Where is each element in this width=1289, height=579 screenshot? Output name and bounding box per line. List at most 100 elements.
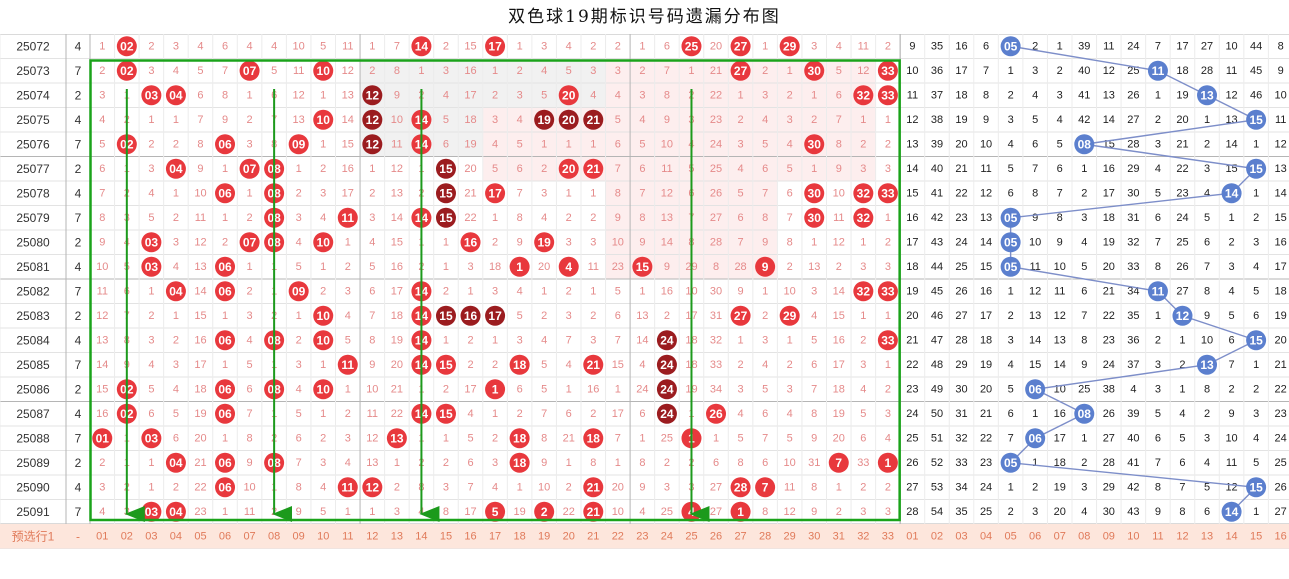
blue-miss-value: 38 <box>931 114 943 126</box>
blue-ball <box>1000 36 1021 57</box>
red-miss-value: 1 <box>787 65 793 77</box>
blue-miss-value: 2 <box>1155 114 1161 126</box>
blue-miss-value: 2 <box>1032 481 1038 493</box>
red-miss-value: 8 <box>517 212 523 224</box>
blue-ball <box>1246 477 1267 498</box>
blue-miss-value: 12 <box>1225 89 1237 101</box>
red-miss-value: 8 <box>664 89 670 101</box>
red-miss-value: 9 <box>811 432 817 444</box>
red-ball <box>583 109 604 130</box>
flag-value: 2 <box>75 235 82 249</box>
red-ball-number: 21 <box>587 480 601 494</box>
blue-miss-value: 16 <box>1275 236 1287 248</box>
red-miss-value: 31 <box>808 457 820 469</box>
red-ball-number: 03 <box>145 431 159 445</box>
blue-ball-number: 15 <box>1249 333 1263 347</box>
red-miss-value: 3 <box>467 261 473 273</box>
red-miss-value: 4 <box>639 114 645 126</box>
flag-value: 2 <box>75 456 82 470</box>
red-miss-value: 11 <box>661 163 672 175</box>
blue-miss-value: 7 <box>1008 432 1014 444</box>
blue-miss-value: 30 <box>955 383 967 395</box>
red-miss-value: 18 <box>833 383 845 395</box>
red-miss-value: 11 <box>195 212 206 224</box>
red-header-number: 21 <box>587 530 599 542</box>
red-miss-value: 5 <box>738 187 744 199</box>
red-miss-value: 7 <box>615 163 621 175</box>
red-miss-value: 7 <box>99 187 105 199</box>
red-miss-value: 3 <box>787 114 793 126</box>
blue-miss-value: 26 <box>1275 481 1287 493</box>
blue-miss-value: 3 <box>1253 236 1259 248</box>
blue-miss-value: 3 <box>1032 506 1038 518</box>
blue-miss-value: 8 <box>1204 383 1210 395</box>
blue-miss-value: 33 <box>1127 261 1139 273</box>
red-miss-value: 1 <box>811 236 817 248</box>
red-ball <box>706 403 727 424</box>
issue-number: 25089 <box>16 456 50 470</box>
blue-header-number: 10 <box>1127 530 1139 542</box>
blue-miss-value: 11 <box>1103 40 1114 52</box>
red-miss-value: 2 <box>492 89 498 101</box>
red-miss-value: 7 <box>222 65 228 77</box>
blue-miss-value: 18 <box>980 334 992 346</box>
red-miss-value: 1 <box>247 187 253 199</box>
red-miss-value: 20 <box>464 163 476 175</box>
red-ball-number: 7 <box>835 456 842 470</box>
red-ball-number: 02 <box>120 64 134 78</box>
red-ball-number: 15 <box>636 260 650 274</box>
blue-ball-number: 12 <box>1176 309 1190 323</box>
red-miss-value: 2 <box>492 359 498 371</box>
red-miss-value: 3 <box>517 334 523 346</box>
red-miss-value: 15 <box>96 383 108 395</box>
red-ball <box>485 379 506 400</box>
red-ball-number: 09 <box>292 284 306 298</box>
red-miss-value: 15 <box>342 138 354 150</box>
blue-ball <box>1000 232 1021 253</box>
red-header-number: 26 <box>710 530 722 542</box>
red-miss-value: 2 <box>541 310 547 322</box>
blue-miss-value: 53 <box>931 481 943 493</box>
red-miss-value: 2 <box>369 187 375 199</box>
red-miss-value: 8 <box>443 506 449 518</box>
red-miss-value: 16 <box>587 383 599 395</box>
red-miss-value: 11 <box>858 40 869 52</box>
red-miss-value: 3 <box>860 359 866 371</box>
blue-miss-value: 32 <box>955 432 967 444</box>
red-miss-value: 8 <box>811 408 817 420</box>
red-miss-value: 2 <box>811 114 817 126</box>
blue-miss-value: 39 <box>931 138 943 150</box>
red-ball-number: 04 <box>169 162 183 176</box>
blue-miss-value: 49 <box>931 383 943 395</box>
red-ball <box>534 501 555 522</box>
blue-miss-value: 14 <box>1275 187 1287 199</box>
red-ball-number: 07 <box>243 162 257 176</box>
blue-ball <box>1000 256 1021 277</box>
red-miss-value: 1 <box>860 310 866 322</box>
issue-number: 25086 <box>16 382 50 396</box>
blue-miss-value: 26 <box>955 285 967 297</box>
red-miss-value: 7 <box>811 383 817 395</box>
red-header-number: 13 <box>391 530 403 542</box>
blue-miss-value: 18 <box>1176 65 1188 77</box>
preselect-label: 预选行1 <box>12 529 55 543</box>
blue-miss-value: 16 <box>955 40 967 52</box>
red-miss-value: 11 <box>97 285 108 297</box>
red-miss-value: 5 <box>639 138 645 150</box>
blue-miss-value: 11 <box>1275 114 1286 126</box>
blue-miss-value: 1 <box>1229 212 1235 224</box>
red-ball-number: 2 <box>541 505 548 519</box>
blue-miss-value: 5 <box>1155 408 1161 420</box>
red-ball <box>485 183 506 204</box>
flag-value: 4 <box>75 480 82 494</box>
blue-miss-value: 5 <box>1032 114 1038 126</box>
red-miss-value: 1 <box>222 359 228 371</box>
red-miss-value: 1 <box>492 334 498 346</box>
blue-miss-value: 1 <box>1155 89 1161 101</box>
red-miss-value: 3 <box>590 65 596 77</box>
red-miss-value: 5 <box>247 359 253 371</box>
red-ball-number: 7 <box>762 480 769 494</box>
red-ball-number: 06 <box>218 284 232 298</box>
blue-miss-value: 8 <box>983 89 989 101</box>
blue-miss-value: 5 <box>1057 138 1063 150</box>
